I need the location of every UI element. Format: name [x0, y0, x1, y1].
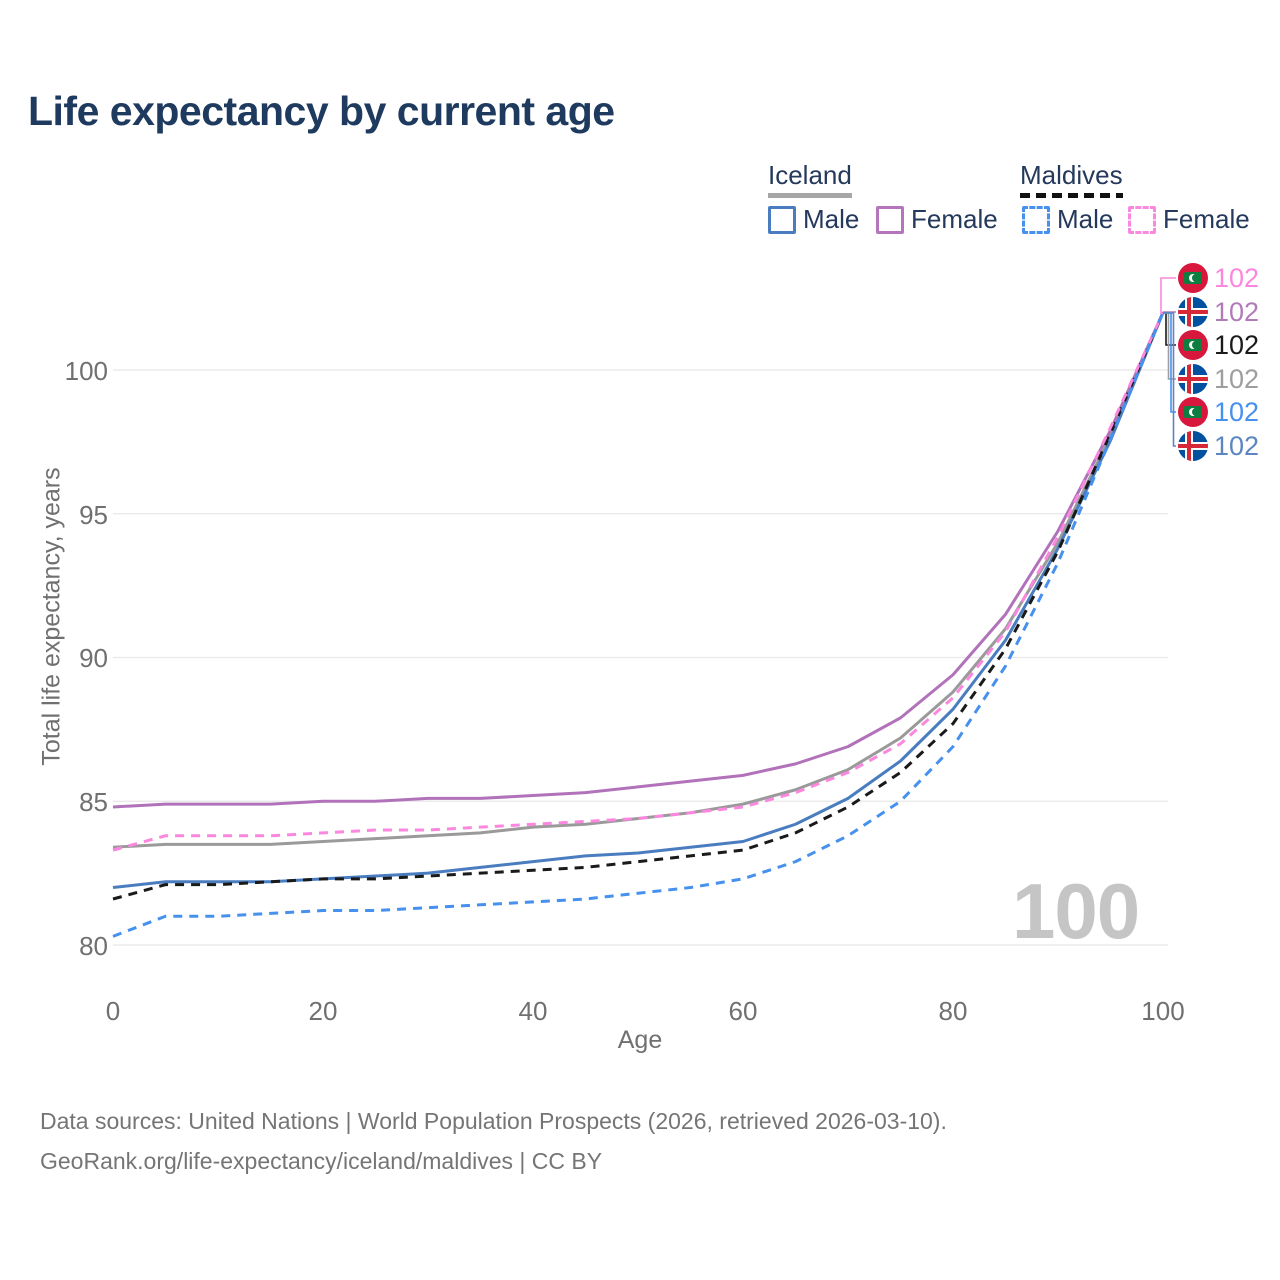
attribution-link[interactable]: GeoRank.org/life-expectancy/iceland/mald…: [40, 1148, 603, 1174]
age-watermark: 100: [1012, 867, 1140, 955]
iceland-flag-icon: [1178, 431, 1208, 461]
iceland-flag-icon: [1178, 297, 1208, 327]
y-tick-85: 85: [79, 787, 108, 817]
legend-group-iceland: Iceland: [768, 160, 852, 198]
legend-label: Female: [911, 204, 998, 234]
series-line-iceland-female: [112, 311, 1165, 809]
x-tick-0: 0: [105, 996, 121, 1026]
y-tick-90: 90: [79, 643, 108, 673]
legend-item-iceland-male[interactable]: Male: [768, 204, 859, 235]
legend-group-maldives: Maldives: [1020, 160, 1123, 198]
maldives-flag-icon: [1178, 263, 1208, 293]
x-tick-60: 60: [728, 996, 758, 1026]
series-line-maldives-female: [112, 311, 1165, 852]
endpoint-value: 102: [1214, 330, 1260, 360]
maldives-male-swatch-icon: [1022, 205, 1050, 234]
y-tick-80: 80: [79, 931, 108, 961]
iceland-flag-icon: [1178, 364, 1208, 394]
legend-country-maldives[interactable]: Maldives: [1020, 160, 1123, 190]
iceland-male-swatch-icon: [768, 205, 796, 234]
series-line-maldives-male: [112, 311, 1165, 938]
iceland-female-swatch-icon: [876, 205, 904, 234]
endpoint-leader-line: [1160, 277, 1176, 314]
legend-item-maldives-male[interactable]: Male: [1022, 204, 1113, 235]
maldives-dashed-line-sample: [1020, 193, 1123, 198]
endpoint-value: 102: [1214, 263, 1260, 293]
x-tick-100: 100: [1141, 996, 1185, 1026]
x-tick-20: 20: [308, 996, 338, 1026]
y-tick-100: 100: [64, 356, 108, 386]
endpoint-value: 102: [1214, 297, 1260, 327]
endpoint-leader-line: [1163, 312, 1176, 447]
x-tick-40: 40: [518, 996, 548, 1026]
endpoint-value: 102: [1214, 364, 1260, 394]
iceland-solid-line-sample: [768, 193, 852, 198]
legend-label: Female: [1163, 204, 1250, 234]
y-tick-95: 95: [79, 500, 108, 530]
page-title: Life expectancy by current age: [28, 88, 615, 134]
legend-item-iceland-female[interactable]: Female: [876, 204, 998, 235]
legend-country-iceland[interactable]: Iceland: [768, 160, 852, 190]
series-line-maldives-both-sexes: [112, 311, 1165, 901]
maldives-female-swatch-icon: [1128, 205, 1156, 234]
x-tick-80: 80: [938, 996, 968, 1026]
legend-label: Male: [803, 204, 860, 234]
endpoint-value: 102: [1214, 431, 1260, 461]
maldives-flag-icon: [1178, 330, 1208, 360]
endpoint-value: 102: [1214, 397, 1260, 427]
x-axis-title: Age: [617, 1026, 663, 1054]
series-line-iceland-both-sexes: [112, 311, 1165, 849]
y-axis-title: Total life expectancy, years: [37, 467, 66, 766]
legend-label: Male: [1057, 204, 1114, 234]
data-sources-text: Data sources: United Nations | World Pop…: [40, 1108, 947, 1134]
legend-item-maldives-female[interactable]: Female: [1128, 204, 1250, 235]
maldives-flag-icon: [1178, 397, 1208, 427]
